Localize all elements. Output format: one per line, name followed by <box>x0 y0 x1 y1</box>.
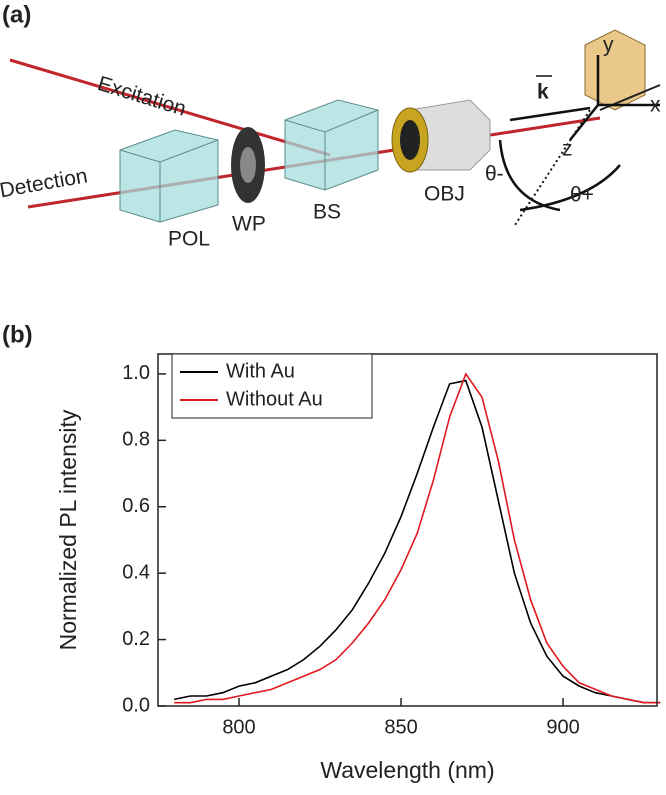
sample <box>584 29 661 111</box>
y-tick-label: 0.8 <box>122 429 150 451</box>
legend-box <box>171 353 373 419</box>
objective <box>391 99 491 173</box>
diagram-label: x <box>650 94 661 117</box>
x-tick-label: 800 <box>222 716 255 738</box>
y-tick-label: 0.0 <box>122 694 150 716</box>
panel-label: (b) <box>2 321 33 348</box>
diagram-label: Detection <box>0 164 89 202</box>
plot-frame <box>157 353 658 707</box>
y-tick-label: 0.6 <box>122 495 150 517</box>
x-tick-label: 850 <box>384 716 417 738</box>
diagram-label: k <box>537 81 549 104</box>
x-tick-label: 900 <box>546 716 579 738</box>
y-tick-label: 0.2 <box>122 628 150 650</box>
series-line <box>174 379 661 704</box>
y-tick-label: 1.0 <box>122 362 150 384</box>
diagram-label: WP <box>232 213 266 236</box>
polarizer <box>119 129 219 223</box>
axes-glyph <box>498 55 660 212</box>
diagram-label: θ+ <box>570 184 594 207</box>
diagram-label: y <box>603 34 614 57</box>
diagram-label: z <box>562 138 573 161</box>
legend-label: Without Au <box>226 388 323 410</box>
setup-diagram: (a) <box>0 1 661 250</box>
diagram-label: POL <box>168 228 210 251</box>
y-axis-title: Normalized PL intensity <box>55 409 81 650</box>
diagram-label: BS <box>313 201 341 224</box>
x-axis-title: Wavelength (nm) <box>320 757 494 783</box>
waveplate <box>231 127 265 203</box>
panel-label: (a) <box>2 1 31 28</box>
beamsplitter <box>284 99 379 191</box>
diagram-label: θ- <box>485 163 504 186</box>
diagram-label: OBJ <box>424 183 465 206</box>
legend-label: With Au <box>226 360 295 382</box>
y-tick-label: 0.4 <box>122 561 150 583</box>
excitation-beam <box>9 58 331 157</box>
chart: (b) 0.0 0.2 0.4 0.6 0.8 1.0 800 850 900 Wavelength… <box>2 321 661 783</box>
diagram-label: Excitation <box>95 72 189 121</box>
series-line <box>174 372 661 704</box>
